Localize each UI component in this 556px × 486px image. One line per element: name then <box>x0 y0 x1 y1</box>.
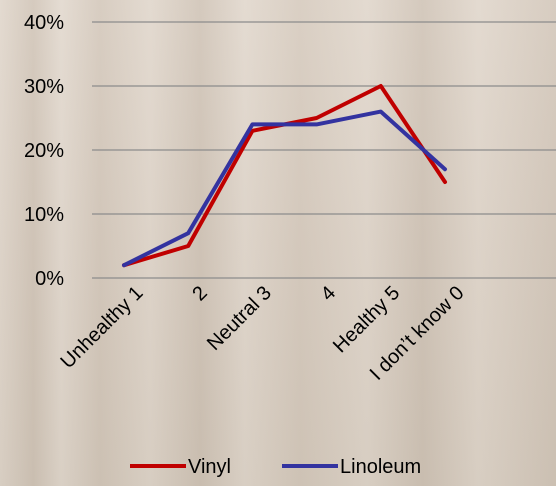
legend-label-vinyl: Vinyl <box>188 456 231 478</box>
gridlines <box>92 21 556 279</box>
x-category-label: 2 <box>188 282 211 305</box>
series-line-vinyl <box>122 84 447 268</box>
y-tick-label: 20% <box>24 140 64 162</box>
y-axis-ticks: 0% 10% 20% 30% 40% <box>24 12 64 290</box>
series-line-linoleum <box>122 109 447 268</box>
y-tick-label: 0% <box>35 268 64 290</box>
x-category-label: Unhealthy 1 <box>56 282 147 373</box>
x-category-label: 4 <box>317 282 340 305</box>
y-tick-label: 10% <box>24 204 64 226</box>
legend-label-linoleum: Linoleum <box>340 456 421 478</box>
series-lines <box>122 84 447 268</box>
y-tick-label: 30% <box>24 76 64 98</box>
y-tick-label: 40% <box>24 12 64 34</box>
legend: Vinyl Linoleum <box>130 456 421 478</box>
x-category-label: Neutral 3 <box>203 282 276 355</box>
